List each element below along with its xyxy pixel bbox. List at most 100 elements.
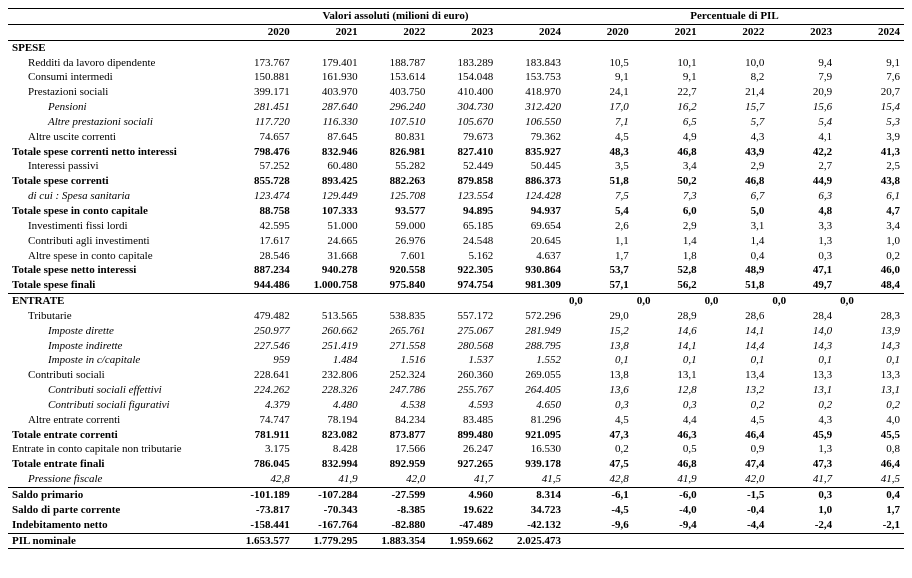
cell-pct: -6,0 [633,488,701,503]
cell-abs: 399.171 [226,85,294,100]
cell-abs: -82.880 [362,518,430,533]
year-pct-2023: 2023 [768,24,836,40]
cell-pct: 9,4 [768,56,836,71]
cell-pct: 48,9 [701,263,769,278]
cell-pct: 1,7 [565,249,633,264]
cell-abs: 974.754 [429,278,497,293]
cell-pct: 1,8 [633,249,701,264]
cell-abs: 224.262 [226,383,294,398]
cell-pct: 1,0 [836,234,904,249]
cell-pct: 53,7 [565,263,633,278]
cell-abs: 50.445 [497,159,565,174]
cell-abs: 107.333 [294,204,362,219]
cell-abs: 260.360 [429,368,497,383]
cell-abs: 34.723 [497,503,565,518]
cell-pct: 41,9 [633,472,701,487]
cell-pct: 46,8 [633,145,701,160]
cell-abs: -107.284 [294,488,362,503]
cell-abs: 129.449 [294,189,362,204]
cell-empty [497,40,565,55]
cell-abs: 161.930 [294,70,362,85]
cell-abs: 60.480 [294,159,362,174]
table-row: Consumi intermedi150.881161.930153.61415… [8,70,904,85]
cell-pct: 0,1 [633,353,701,368]
cell-pct: 6,1 [836,189,904,204]
cell-pct: 7,1 [565,115,633,130]
table-row: Entrate in conto capitale non tributarie… [8,442,904,457]
cell-pct: 3,1 [701,219,769,234]
cell-pct: 42,2 [768,145,836,160]
row-label: Imposte dirette [8,324,226,339]
cell-abs: 4.960 [429,488,497,503]
table-row: Contributi sociali figurativi4.3794.4804… [8,398,904,413]
cell-pct: 13,8 [565,368,633,383]
cell-pct: 12,8 [633,383,701,398]
table-row: Altre uscite correnti74.65787.64580.8317… [8,130,904,145]
cell-abs: 418.970 [497,85,565,100]
cell-pct: 13,1 [633,368,701,383]
cell-abs: 74.747 [226,413,294,428]
cell-abs: 20.645 [497,234,565,249]
cell-abs: 17.617 [226,234,294,249]
header-pct-group: Percentuale di PIL [565,9,904,25]
row-label: Saldo primario [8,488,226,503]
cell-pct: 47,3 [565,428,633,443]
cell-abs: 153.614 [362,70,430,85]
cell-abs: 939.178 [497,457,565,472]
cell-abs: 940.278 [294,263,362,278]
cell-pct: 4,5 [701,413,769,428]
cell-abs: 832.994 [294,457,362,472]
cell-pct: 0,0 [633,294,701,309]
cell-pct: 3,3 [768,219,836,234]
cell-pct: 0,2 [768,398,836,413]
cell-pct: 46,0 [836,263,904,278]
cell-abs: 41,5 [497,472,565,487]
row-label: Entrate in conto capitale non tributarie [8,442,226,457]
cell-abs: 26.247 [429,442,497,457]
cell-pct: -2,4 [768,518,836,533]
cell-pct: 6,0 [633,204,701,219]
cell-pct: 13,8 [565,339,633,354]
cell-pct: 0,8 [836,442,904,457]
year-abs-2022: 2022 [362,24,430,40]
row-label: Imposte in c/capitale [8,353,226,368]
cell-abs: 150.881 [226,70,294,85]
section-label: ENTRATE [8,294,226,309]
cell-pct: 28,3 [836,309,904,324]
cell-pct: 9,1 [633,70,701,85]
cell-abs: 557.172 [429,309,497,324]
cell-pct: 46,4 [836,457,904,472]
cell-abs: 247.786 [362,383,430,398]
cell-pct: 28,9 [633,309,701,324]
cell-pct: 0,1 [768,353,836,368]
cell-pct: 28,6 [701,309,769,324]
header-abs-group: Valori assoluti (milioni di euro) [226,9,565,25]
cell-pct: 48,3 [565,145,633,160]
table-row: Totale spese correnti netto interessi798… [8,145,904,160]
cell-pct: -1,5 [701,488,769,503]
year-pct-2022: 2022 [701,24,769,40]
cell-pct: 5,4 [768,115,836,130]
cell-pct: 2,7 [768,159,836,174]
cell-pct: -9,4 [633,518,701,533]
cell-pct [836,40,904,55]
cell-pct: 1,4 [701,234,769,249]
cell-abs: 41,9 [294,472,362,487]
cell-pct: 15,4 [836,100,904,115]
cell-pct: 46,8 [633,457,701,472]
cell-abs: 80.831 [362,130,430,145]
cell-abs: 513.565 [294,309,362,324]
cell-abs: 255.767 [429,383,497,398]
cell-abs: 17.566 [362,442,430,457]
table-row: Indebitamento netto-158.441-167.764-82.8… [8,518,904,533]
cell-pct: 6,5 [633,115,701,130]
cell-pct: 13,4 [701,368,769,383]
cell-pct: 0,0 [836,294,904,309]
row-label: Contributi sociali figurativi [8,398,226,413]
cell-pct: 4,4 [633,413,701,428]
cell-pct: 13,9 [836,324,904,339]
cell-abs: 188.787 [362,56,430,71]
cell-abs: 42.595 [226,219,294,234]
cell-pct: 14,0 [768,324,836,339]
cell-pct: -4,4 [701,518,769,533]
